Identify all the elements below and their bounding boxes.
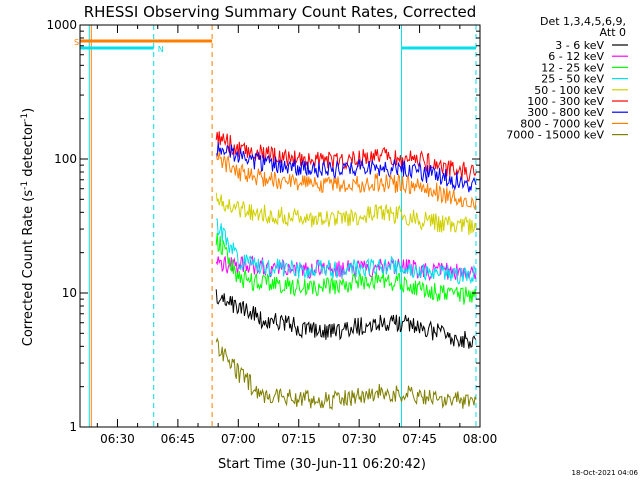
series-line	[215, 337, 477, 411]
legend-entry-label: 3 - 6 keV	[555, 39, 604, 52]
legend-entry-label: 25 - 50 keV	[541, 73, 604, 86]
legend-header: Det 1,3,4,5,6,9,	[540, 15, 626, 28]
x-tick-label: 06:30	[100, 432, 135, 446]
series-line	[215, 142, 477, 193]
legend-entry-label: 12 - 25 keV	[541, 61, 604, 74]
timestamp: 18-Oct-2021 04:06	[572, 469, 639, 477]
y-tick-label: 1000	[46, 18, 77, 32]
legend-entry-label: 7000 - 15000 keV	[506, 129, 604, 142]
legend-entry-label: 50 - 100 keV	[534, 84, 604, 97]
flag-label: S	[74, 38, 79, 47]
x-tick-label: 08:00	[463, 432, 498, 446]
legend-entry-label: 100 - 300 keV	[527, 95, 604, 108]
y-axis-label-sup1: -1	[20, 181, 30, 190]
y-tick-label: 10	[62, 286, 77, 300]
legend-header: Att 0	[600, 26, 626, 39]
series-line	[215, 151, 477, 211]
series-layer	[215, 131, 477, 411]
y-tick-label: 100	[54, 152, 77, 166]
series-line	[216, 218, 477, 285]
chart-title: RHESSI Observing Summary Count Rates, Co…	[84, 3, 477, 21]
legend-entry-label: 800 - 7000 keV	[520, 117, 604, 130]
series-line	[215, 232, 477, 305]
series-line	[215, 289, 477, 349]
x-axis-label: Start Time (30-Jun-11 06:20:42)	[218, 457, 426, 472]
flag-label: N	[158, 45, 164, 54]
x-tick-label: 07:15	[281, 432, 316, 446]
y-axis-label-end: )	[21, 108, 36, 113]
legend-entry-label: 300 - 800 keV	[527, 106, 604, 119]
x-tick-label: 06:45	[161, 432, 196, 446]
y-tick-label: 1	[69, 420, 77, 434]
legend-entry-label: 6 - 12 keV	[548, 50, 604, 63]
flag-bars: SN	[74, 25, 477, 427]
x-tick-label: 07:30	[342, 432, 377, 446]
y-axis-label-sup2: -1	[20, 113, 30, 122]
axes: 06:30 06:45 07:00 07:15 07:30 07:45 08:00 1 10 10…	[46, 18, 497, 446]
plot-frame	[79, 24, 481, 428]
y-axis-label: Corrected Count Rate (s-1 detector-1)	[20, 108, 36, 346]
x-tick-label: 07:45	[402, 432, 437, 446]
series-line	[215, 192, 477, 236]
y-axis-label-main: Corrected Count Rate (s	[21, 190, 36, 347]
x-tick-label: 07:00	[221, 432, 256, 446]
y-axis-label-mid: detector	[21, 121, 36, 181]
